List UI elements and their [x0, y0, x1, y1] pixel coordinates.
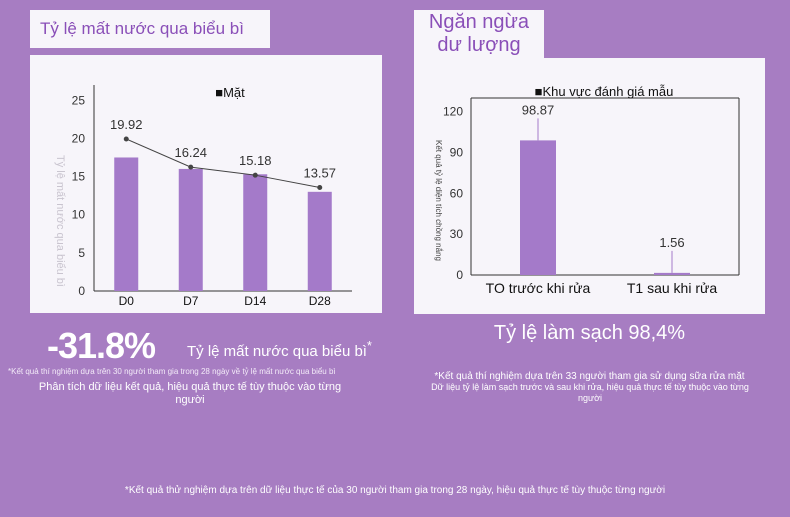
data-label: 16.24 [174, 145, 207, 160]
left-chart-panel: 0 5 10 15 20 25 ■Mặt Tỷ lệ mất nước qua biểu bì… [30, 55, 382, 313]
y-tick-label: 0 [78, 284, 85, 298]
tewl-chart: 0 5 10 15 20 25 ■Mặt Tỷ lệ mất nước qua biểu bì… [54, 85, 352, 308]
data-label: 15.18 [239, 153, 272, 168]
trend-point [317, 184, 323, 190]
left-chart-title: Tỷ lệ mất nước qua biểu bì [40, 19, 244, 38]
data-label: 19.92 [110, 117, 143, 132]
trend-point [252, 172, 258, 178]
right-footnote: *Kết quả thí nghiệm dựa trên 33 người th… [434, 371, 745, 382]
left-chart-title-tab: Tỷ lệ mất nước qua biểu bì [30, 10, 270, 48]
left-footnote: *Kết quả thí nghiệm dựa trên 30 người th… [8, 367, 336, 376]
bar-d7 [178, 168, 203, 291]
y-tick-label: 0 [456, 268, 463, 282]
tewl-stat-value: -31.8% [47, 325, 156, 366]
cleansing-rate-title: Tỷ lệ làm sạch 98,4% [493, 322, 686, 344]
y-tick-label: 90 [450, 145, 464, 159]
left-note-line2: người [175, 394, 205, 406]
bar-t1-sau-khi-rửa [654, 272, 690, 275]
tewl-stat-label: Tỷ lệ mất nước qua biểu bì* [187, 339, 372, 360]
right-note: Dữ liệu tỷ lệ làm sạch trước và sau khi … [395, 382, 785, 404]
x-tick-label: D28 [309, 294, 331, 308]
bar-d14 [243, 174, 268, 291]
x-tick-label: TO trước khi rửa [486, 280, 591, 296]
right-note-line2: người [578, 393, 602, 403]
data-label: 13.57 [303, 165, 336, 180]
page-footer: *Kết quả thử nghiệm dựa trên dữ liệu thự… [124, 485, 666, 496]
right-chart-title-line1: Ngăn ngừa [428, 11, 530, 33]
cleansing-chart: 0 30 60 90 120 ■Khu vực đánh giá mẫu Kết quả t… [434, 84, 740, 296]
y-tick-label: 25 [72, 93, 86, 107]
bar-d28 [307, 191, 332, 291]
tewl-stat-label-text: Tỷ lệ mất nước qua biểu bì [187, 343, 367, 360]
x-tick-label: T1 sau khi rửa [627, 280, 718, 296]
trend-point [123, 136, 129, 142]
data-label: 98.87 [522, 102, 555, 117]
left-note-line1: Phân tích dữ liệu kết quả, hiệu quả thực… [38, 381, 342, 393]
trend-line [126, 138, 320, 188]
y-axis-label: Kết quả tỷ lệ diện tích chồng nắng [434, 140, 443, 261]
bar-to-trước-khi-rửa [520, 140, 556, 275]
y-tick-label: 60 [450, 186, 464, 200]
bar-d0 [114, 157, 139, 291]
tewl-stat-asterisk: * [366, 339, 372, 353]
y-tick-label: 120 [443, 105, 463, 119]
data-label: 1.56 [659, 235, 684, 250]
y-axis-label: Tỷ lệ mất nước qua biểu bì [54, 155, 66, 287]
y-tick-label: 30 [450, 227, 464, 241]
x-tick-label: D14 [244, 294, 266, 308]
right-chart-title-line2: dư lượng [437, 34, 521, 56]
right-note-line1: Dữ liệu tỷ lệ làm sạch trước và sau khi … [431, 382, 749, 392]
x-tick-label: D0 [119, 294, 135, 308]
chart-legend: ■Mặt [215, 85, 245, 100]
chart-legend: ■Khu vực đánh giá mẫu [535, 84, 674, 99]
y-tick-label: 15 [72, 170, 86, 184]
left-note: Phân tích dữ liệu kết quả, hiệu quả thực… [30, 381, 350, 407]
trend-point [188, 164, 194, 170]
y-tick-label: 5 [78, 246, 85, 260]
x-tick-label: D7 [183, 294, 199, 308]
y-tick-label: 10 [72, 208, 86, 222]
y-tick-label: 20 [72, 131, 86, 145]
right-chart-title-tab: Ngăn ngừa dư lượng [414, 10, 544, 58]
right-chart-panel: 0 30 60 90 120 ■Khu vực đánh giá mẫu Kết quả t… [414, 58, 765, 314]
